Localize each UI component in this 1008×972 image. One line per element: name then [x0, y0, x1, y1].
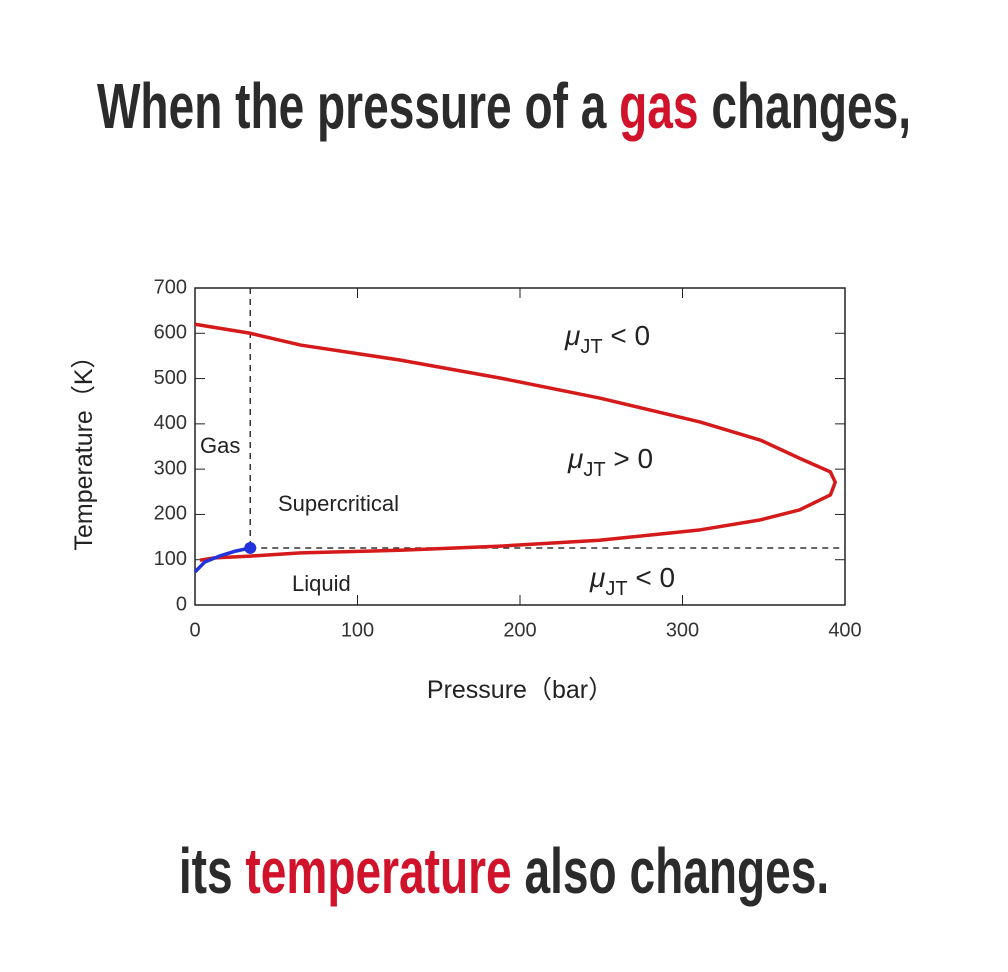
y-axis-label: Temperature（K）: [70, 343, 98, 550]
caption-segment: When the pressure of a: [97, 71, 619, 142]
caption-top: When the pressure of a gas changes,: [97, 71, 911, 142]
x-tick-label: 100: [341, 619, 374, 641]
caption-bottom: its temperature also changes.: [179, 836, 829, 907]
annotation-sub: JT: [580, 336, 602, 358]
x-tick-label: 300: [666, 619, 699, 641]
caption-segment: also changes.: [512, 836, 829, 907]
y-tick-label: 700: [154, 276, 187, 298]
annotation-main: μ: [564, 320, 580, 351]
x-tick-label: 0: [189, 619, 200, 641]
annotation: μJT < 0: [564, 320, 650, 358]
annotation: Supercritical: [278, 491, 399, 516]
y-tick-label: 200: [154, 503, 187, 525]
y-tick-label: 500: [154, 367, 187, 389]
y-tick-label: 300: [154, 457, 187, 479]
caption-segment: its: [179, 836, 246, 907]
x-tick-label: 200: [503, 619, 536, 641]
annotation-tail: > 0: [606, 443, 653, 474]
x-tick-label: 400: [828, 619, 861, 641]
plot-frame: [194, 287, 846, 606]
annotation-sub: JT: [583, 459, 605, 481]
critical-point: [244, 541, 257, 554]
series-line: [193, 546, 251, 574]
series-line: [194, 322, 837, 562]
annotation: Gas: [200, 433, 240, 458]
annotation-main: μ: [589, 562, 605, 593]
annotation-sub: JT: [605, 578, 627, 600]
annotation-tail: < 0: [603, 320, 650, 351]
annotation: μJT < 0: [589, 562, 675, 600]
y-tick-label: 0: [176, 593, 187, 615]
caption-segment: gas: [619, 71, 698, 142]
annotation: μJT > 0: [567, 443, 653, 481]
caption-segment: temperature: [245, 836, 511, 907]
annotation: Liquid: [292, 571, 351, 596]
caption-segment: changes,: [699, 71, 912, 142]
y-tick-label: 600: [154, 322, 187, 344]
x-axis-label: Pressure（bar）: [427, 676, 613, 704]
y-tick-label: 100: [154, 548, 187, 570]
annotation-tail: < 0: [628, 562, 675, 593]
annotation-main: μ: [567, 443, 583, 474]
y-tick-label: 400: [154, 412, 187, 434]
